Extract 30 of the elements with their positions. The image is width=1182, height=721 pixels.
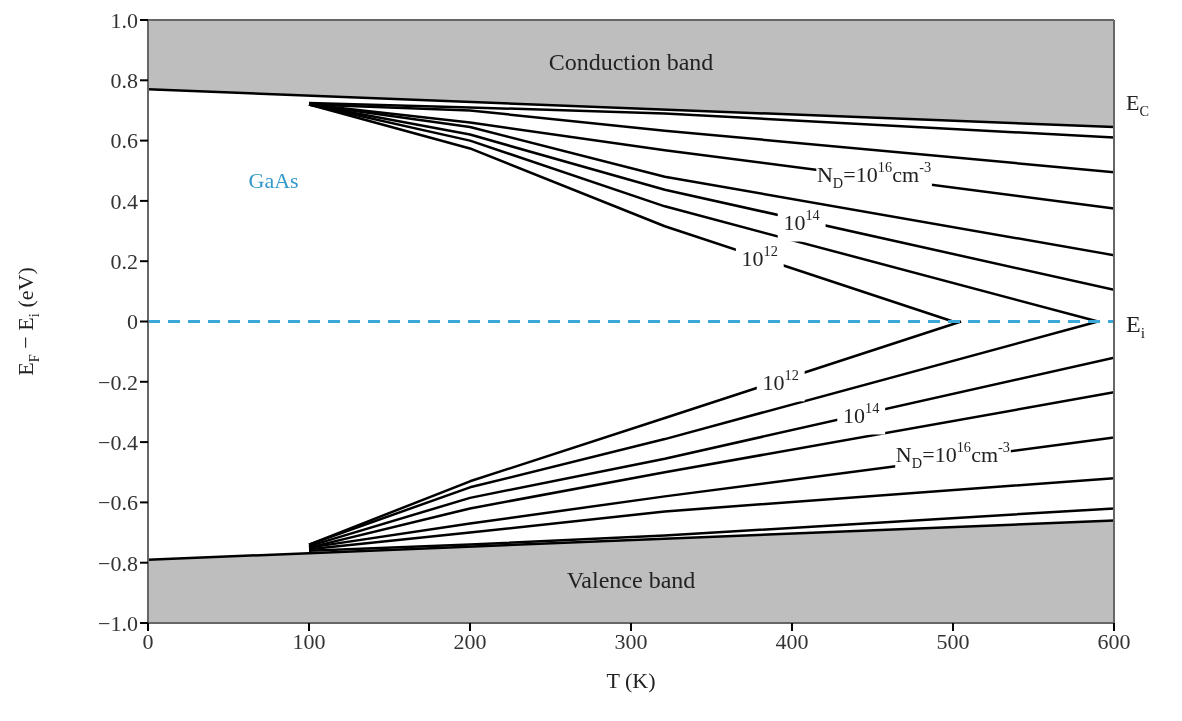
y-tick-label: −0.6 [98,490,138,516]
x-tick-label: 200 [453,628,487,654]
x-tick-label: 0 [142,628,154,654]
x-tick-label: 500 [936,628,970,654]
y-tick-label: 1.0 [110,7,138,33]
annotation: 10$^{12}$ [741,243,778,272]
x-tick-label: 400 [775,628,809,654]
text: GaAs [248,167,299,193]
x-axis-title: T (K) [606,668,656,694]
annotation: 10$^{14}$ [842,400,880,429]
series-label: Conduction band [548,48,714,75]
y-tick-label: 0.8 [110,68,138,94]
y-tick-label: 0.4 [110,188,138,214]
x-tick-label: 100 [292,628,326,654]
annotation: 10$^{12}$ [762,367,799,395]
y-tick-label: −0.2 [98,369,138,395]
y-tick-label: 0.2 [110,249,138,275]
y-tick-label: 0 [127,309,138,335]
series-label: Valence band [566,566,696,593]
y-tick-label: −1.0 [98,610,138,636]
annotation: N$_{D}$=10$^{16}$cm$^{-3}$ [895,439,1010,472]
x-tick-label: 600 [1097,628,1131,654]
y-tick-label: −0.8 [98,550,138,576]
y-tick-label: −0.4 [98,429,138,455]
text: E$_{C}$ [1126,90,1149,120]
annotation: 10$^{14}$ [783,207,820,236]
annotation: N$_{D}$=10$^{16}$cm$^{-3}$ [816,159,932,192]
ref-line-label: E$_{i}$ [1126,310,1146,341]
x-tick-label: 300 [614,628,648,654]
y-tick-label: 0.6 [110,128,138,154]
